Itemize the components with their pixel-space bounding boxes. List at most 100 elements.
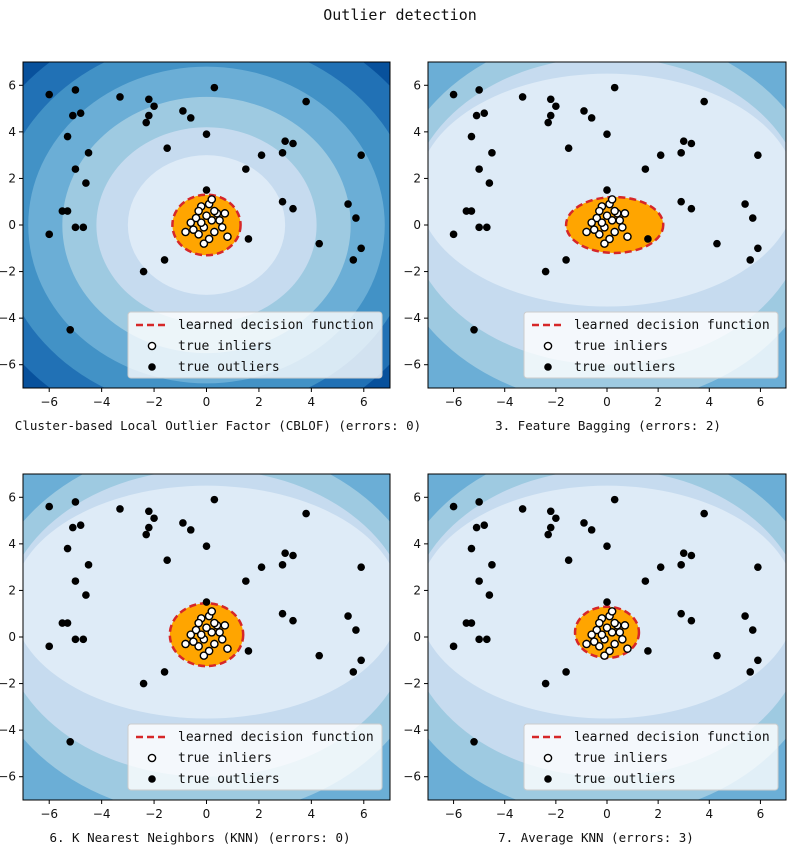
- outlier-point: [485, 591, 494, 599]
- inlier-point: [605, 646, 614, 656]
- legend: learned decision function true inliers tru…: [523, 723, 779, 791]
- outlier-point: [748, 626, 757, 634]
- outlier-point: [518, 93, 527, 101]
- outlier-point: [687, 139, 696, 148]
- outlier-point: [483, 635, 491, 644]
- outlier-point: [66, 325, 74, 334]
- inlier-point: [210, 227, 219, 237]
- inlier-point: [605, 234, 614, 244]
- outlier-point: [58, 207, 67, 215]
- outlier-point: [145, 507, 153, 516]
- outlier-point: [644, 647, 652, 655]
- outlier-point: [475, 165, 483, 173]
- outlier-point: [488, 149, 496, 157]
- outlier-point: [700, 509, 708, 518]
- outlier-point: [677, 561, 685, 569]
- x-tick-label: −6: [445, 807, 463, 821]
- outlier-point: [754, 151, 762, 159]
- outlier-point: [160, 668, 169, 676]
- x-tick-label: −4: [496, 807, 514, 821]
- x-tick-label: −2: [547, 807, 565, 821]
- outlier-point: [186, 114, 195, 122]
- outlier-point: [564, 556, 573, 564]
- y-tick-label: −6: [0, 770, 16, 784]
- y-tick-label: 0: [8, 630, 16, 644]
- outlier-point: [467, 544, 476, 553]
- outlier-point: [480, 109, 489, 118]
- legend-box: [127, 723, 383, 791]
- outlier-point: [257, 563, 266, 571]
- outlier-point: [467, 207, 476, 215]
- y-tick-label: −6: [403, 358, 421, 372]
- outlier-point: [45, 230, 54, 239]
- y-tick-label: −2: [0, 265, 16, 279]
- y-tick-label: 4: [413, 125, 421, 139]
- outlier-point: [278, 561, 287, 569]
- inlier-point: [600, 651, 609, 660]
- y-tick-label: 2: [413, 171, 421, 185]
- outlier-point: [58, 619, 67, 627]
- x-tick-label: 0: [203, 395, 211, 409]
- outlier-point: [587, 526, 596, 534]
- legend-outlier-label: true outliers: [178, 360, 280, 375]
- legend-inlier-marker: [543, 753, 553, 763]
- x-tick-label: −4: [496, 395, 514, 409]
- inlier-point: [600, 239, 609, 248]
- outlier-point: [160, 256, 169, 264]
- outlier-point: [679, 137, 688, 145]
- inlier-point: [207, 607, 217, 616]
- outlier-point: [641, 165, 650, 173]
- inlier-point: [194, 642, 203, 651]
- outlier-point: [546, 111, 555, 120]
- outlier-point: [587, 114, 596, 122]
- legend-decision-label: learned decision function: [178, 730, 374, 745]
- outlier-point: [544, 118, 552, 127]
- outlier-point: [45, 502, 54, 511]
- figure-title: Outlier detection: [323, 6, 477, 24]
- outlier-point: [145, 523, 153, 532]
- inlier-point: [202, 623, 211, 632]
- outlier-point: [278, 609, 287, 618]
- outlier-point: [677, 149, 685, 157]
- y-tick-label: 6: [8, 490, 16, 504]
- inlier-point: [189, 637, 198, 646]
- outlier-point: [76, 521, 85, 530]
- y-tick-label: 2: [8, 583, 16, 597]
- outlier-point: [66, 737, 74, 746]
- outlier-point: [641, 577, 650, 585]
- x-tick-label: 6: [757, 395, 765, 409]
- learned-decision-function: [564, 195, 665, 255]
- x-tick-label: 6: [360, 395, 368, 409]
- x-tick-label: 4: [308, 395, 316, 409]
- inlier-point: [589, 637, 599, 646]
- y-tick-label: −2: [403, 265, 421, 279]
- outlier-point: [63, 132, 72, 141]
- outlier-point: [210, 83, 219, 92]
- y-tick-label: 0: [413, 630, 421, 644]
- outlier-point: [357, 563, 365, 571]
- inlier-point: [595, 618, 604, 628]
- inlier-point: [196, 630, 206, 639]
- y-tick-label: −4: [403, 723, 421, 737]
- outlier-point: [349, 668, 358, 676]
- outlier-point: [562, 256, 570, 264]
- legend-box: [127, 311, 383, 379]
- outlier-point: [518, 505, 527, 513]
- outlier-point: [713, 651, 721, 660]
- legend-inlier-label: true inliers: [178, 751, 272, 766]
- inlier-point: [194, 206, 203, 216]
- x-tick-label: 2: [255, 807, 263, 821]
- outlier-point: [449, 642, 458, 651]
- outlier-point: [475, 86, 483, 94]
- inlier-point: [595, 206, 604, 216]
- inlier-point: [189, 225, 198, 234]
- y-tick-label: −4: [0, 723, 16, 737]
- inlier-point: [196, 218, 206, 227]
- subplot-title: 3. Feature Bagging (errors: 2): [495, 418, 721, 433]
- outlier-point: [289, 139, 297, 148]
- inlier-point: [223, 232, 232, 241]
- outlier-point: [677, 197, 685, 206]
- outlier-point: [485, 179, 494, 187]
- inlier-point: [610, 639, 619, 649]
- inlier-point: [210, 206, 219, 216]
